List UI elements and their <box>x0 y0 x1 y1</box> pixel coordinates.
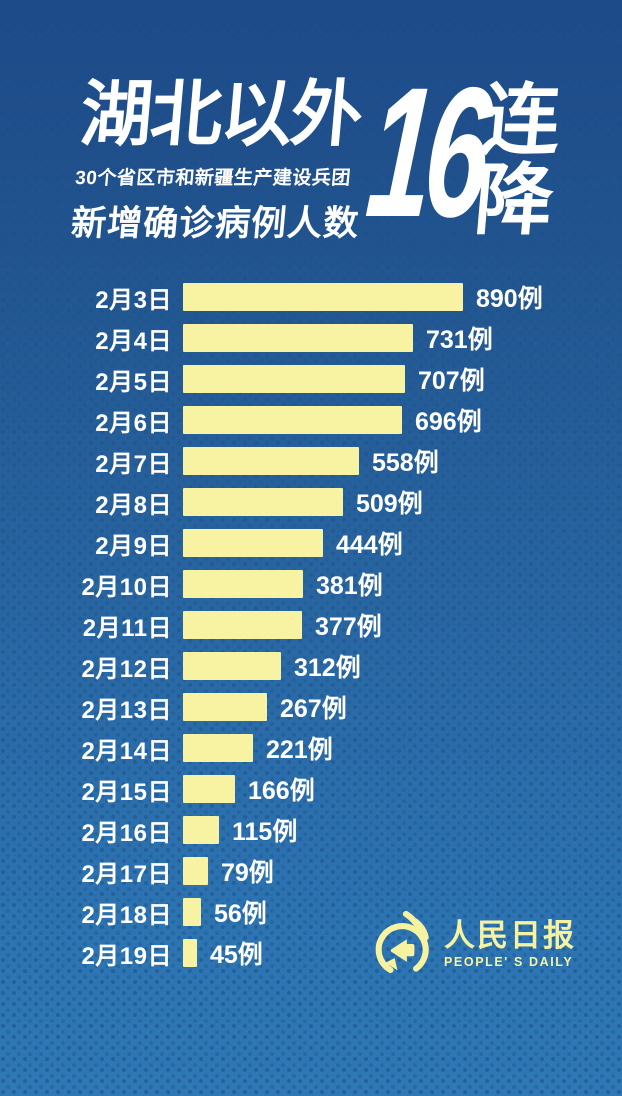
bar-date-label: 2月17日 <box>81 860 172 888</box>
bar-value-label: 707例 <box>418 367 485 395</box>
bar-value-label: 267例 <box>280 695 347 723</box>
bar-date-label: 2月7日 <box>95 450 172 478</box>
peoples-daily-logo: 人民日报 PEOPLE' S DAILY <box>374 908 576 980</box>
bar-date-label: 2月6日 <box>95 409 172 437</box>
bar <box>183 324 413 352</box>
bar-date-label: 2月12日 <box>81 655 172 683</box>
bar <box>183 529 323 557</box>
bar <box>183 447 359 475</box>
bar-row: 2月7日 558例 <box>0 447 622 478</box>
bar-row: 2月5日 707例 <box>0 365 622 396</box>
bar <box>183 693 267 721</box>
streak-char-1: 连 <box>478 76 564 164</box>
bar-row: 2月19日 45例 <box>0 939 622 970</box>
header-left: 湖北以外 30个省区市和新疆生产建设兵团 新增确诊病例人数 <box>69 75 376 246</box>
bar-date-label: 2月19日 <box>81 942 172 970</box>
header: 湖北以外 30个省区市和新疆生产建设兵团 新增确诊病例人数 16 连 降 <box>69 50 564 256</box>
bar-row: 2月18日 56例 <box>0 898 622 929</box>
bar <box>183 898 201 926</box>
header-right: 16 连 降 <box>360 50 564 256</box>
bar-value-label: 377例 <box>315 613 382 641</box>
bar-row: 2月11日 377例 <box>0 611 622 642</box>
bar <box>183 857 208 885</box>
bar-row: 2月6日 696例 <box>0 406 622 437</box>
bar <box>183 283 463 311</box>
metric-title: 新增确诊病例人数 <box>69 203 362 243</box>
bar-value-label: 56例 <box>214 900 267 928</box>
bar-row: 2月17日 79例 <box>0 857 622 888</box>
bar-row: 2月13日 267例 <box>0 693 622 724</box>
bar <box>183 488 343 516</box>
logo-name-en: PEOPLE' S DAILY <box>444 954 574 969</box>
bar <box>183 734 253 762</box>
bar <box>183 816 219 844</box>
streak-count: 16 <box>360 50 492 256</box>
bar-value-label: 381例 <box>316 572 383 600</box>
bar-row: 2月4日 731例 <box>0 324 622 355</box>
bar <box>183 652 281 680</box>
bar-value-label: 115例 <box>232 818 298 846</box>
bar <box>183 775 235 803</box>
bar <box>183 570 303 598</box>
bar-date-label: 2月14日 <box>81 737 172 765</box>
bar <box>183 611 302 639</box>
bar-value-label: 45例 <box>210 941 263 969</box>
bar-value-label: 890例 <box>476 285 543 313</box>
bar-value-label: 312例 <box>294 654 361 682</box>
bar-value-label: 444例 <box>336 531 403 559</box>
bar-date-label: 2月8日 <box>95 491 172 519</box>
bar-row: 2月10日 381例 <box>0 570 622 601</box>
logo-name-cn: 人民日报 <box>444 917 576 953</box>
bar-row: 2月16日 115例 <box>0 816 622 847</box>
bar <box>183 406 402 434</box>
bar-value-label: 221例 <box>266 736 333 764</box>
bar-value-label: 79例 <box>221 859 274 887</box>
logo-text: 人民日报 PEOPLE' S DAILY <box>444 920 576 969</box>
bar-date-label: 2月9日 <box>95 532 172 560</box>
streak-char-2: 降 <box>471 156 557 245</box>
bar-date-label: 2月18日 <box>81 901 172 929</box>
bar-row: 2月3日 890例 <box>0 283 622 314</box>
bar-date-label: 2月11日 <box>82 614 172 642</box>
bar-row: 2月9日 444例 <box>0 529 622 560</box>
bar-date-label: 2月10日 <box>81 573 172 601</box>
bar-value-label: 696例 <box>415 408 482 436</box>
bar-value-label: 509例 <box>356 490 423 518</box>
page-title: 湖北以外 <box>77 75 365 155</box>
bar <box>183 939 197 967</box>
bar-date-label: 2月5日 <box>95 368 172 396</box>
bar-row: 2月8日 509例 <box>0 488 622 519</box>
bar-row: 2月15日 166例 <box>0 775 622 806</box>
bar-row: 2月12日 312例 <box>0 652 622 683</box>
bar-date-label: 2月16日 <box>81 819 172 847</box>
bar-value-label: 731例 <box>426 326 493 354</box>
bar-chart: 2月3日 890例 2月4日 731例 2月5日 707例 2月6日 696例 … <box>0 283 622 980</box>
bar <box>183 365 405 393</box>
bar-date-label: 2月3日 <box>95 286 172 314</box>
bar-date-label: 2月4日 <box>95 327 172 355</box>
page-subtitle: 30个省区市和新疆生产建设兵团 <box>74 167 352 189</box>
bar-row: 2月14日 221例 <box>0 734 622 765</box>
bar-value-label: 166例 <box>248 777 315 805</box>
at-megaphone-icon <box>375 910 429 977</box>
bar-date-label: 2月15日 <box>81 778 172 806</box>
bar-value-label: 558例 <box>372 449 439 477</box>
bar-date-label: 2月13日 <box>81 696 172 724</box>
